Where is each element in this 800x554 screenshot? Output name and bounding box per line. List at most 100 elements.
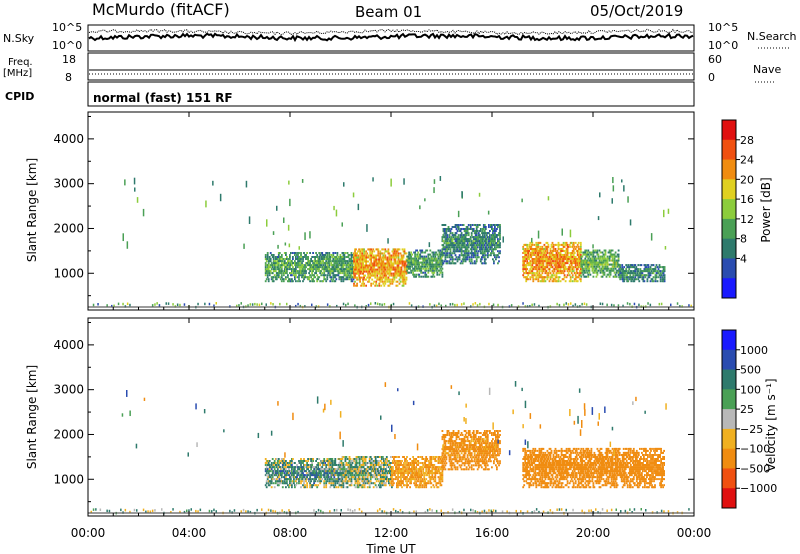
power-echo-cell <box>628 268 631 271</box>
power-echo-cell <box>494 230 496 232</box>
power-echo-cell <box>587 267 590 270</box>
power-echo-cell <box>358 278 360 281</box>
power-echo-cell <box>414 259 416 262</box>
power-echo-cell <box>493 248 495 251</box>
power-echo-cell <box>564 258 567 260</box>
power-echo-cell <box>270 278 273 281</box>
power-echo-cell <box>374 254 377 257</box>
power-echo-cell <box>575 280 578 283</box>
power-echo-cell <box>460 250 463 253</box>
power-echo-cell <box>529 254 532 256</box>
power-echo-cell <box>576 268 579 271</box>
power-echo-cell <box>536 258 539 260</box>
power-echo-cell <box>587 253 590 256</box>
power-echo-cell <box>432 267 435 270</box>
power-echo-cell <box>539 262 542 265</box>
velocity-echo-cell <box>324 468 327 471</box>
power-echo-cell <box>421 251 424 254</box>
velocity-echo-cell <box>287 484 289 487</box>
power-echo-cell <box>393 252 396 255</box>
power-echo-cell <box>287 274 289 277</box>
velocity-echo-cell <box>355 470 358 473</box>
velocity-echo-cell <box>345 482 348 485</box>
power-echo-cell <box>447 242 450 245</box>
velocity-echo-cell <box>334 482 337 485</box>
velocity-echo-cell <box>380 462 383 464</box>
power-echo-cell <box>438 273 441 276</box>
velocity-echo-cell <box>349 484 352 487</box>
power-echo-cell <box>353 256 355 259</box>
power-ytick-label: 2000 <box>53 221 84 235</box>
power-echo-cell <box>555 266 558 269</box>
velocity-echo-cell <box>358 472 361 475</box>
power-echo-cell <box>462 238 465 241</box>
power-echo-cell <box>633 280 636 283</box>
power-echo-cell <box>621 278 624 281</box>
power-echo-cell <box>440 261 443 264</box>
power-echo-cell <box>457 240 460 243</box>
power-echo-cell <box>321 266 324 269</box>
power-echo-cell <box>652 270 655 273</box>
power-echo-cell <box>291 274 293 277</box>
power-echo-cell <box>473 260 476 263</box>
velocity-echo-cell <box>358 478 361 481</box>
power-echo-cell <box>447 248 450 251</box>
power-echo-cell <box>478 242 481 245</box>
power-echo-cell <box>361 250 363 253</box>
power-echo-cell <box>373 258 376 261</box>
power-echo-cell <box>594 259 597 262</box>
power-echo-cell <box>334 276 337 279</box>
velocity-echo-cell <box>339 464 342 466</box>
power-echo-cell <box>382 248 385 251</box>
power-echo-cell <box>455 224 458 226</box>
power-echo-cell <box>295 280 297 283</box>
power-echo-cell <box>575 260 578 263</box>
power-echo-cell <box>350 276 353 279</box>
velocity-echo-cell <box>354 476 357 479</box>
power-echo-cell <box>325 258 328 260</box>
power-echo-cell <box>623 276 626 279</box>
power-echo-cell <box>408 259 410 262</box>
power-echo-cell <box>583 253 586 256</box>
power-echo-cell <box>330 262 333 265</box>
power-echo-cell <box>349 274 352 277</box>
velocity-echo-cell <box>360 470 363 473</box>
power-echo-cell <box>478 244 481 247</box>
power-echo-cell <box>336 262 339 265</box>
power-echo-cell <box>549 272 552 275</box>
power-echo-cell <box>386 250 389 253</box>
power-echo-cell <box>328 266 331 269</box>
velocity-echo-cell <box>342 464 345 466</box>
velocity-echo-cell <box>330 484 333 487</box>
power-echo-cell <box>546 276 549 279</box>
power-echo-cell <box>360 258 362 261</box>
power-echo-cell <box>322 256 325 258</box>
velocity-echo-cell <box>274 458 277 460</box>
power-echo-cell <box>442 230 445 232</box>
power-echo-cell <box>301 270 303 273</box>
power-echo-cell <box>275 272 278 275</box>
power-echo-cell <box>480 232 483 235</box>
power-echo-cell <box>577 248 580 250</box>
power-echo-cell <box>634 272 637 275</box>
power-echo-cell <box>249 303 252 306</box>
velocity-echo-cell <box>342 466 345 469</box>
power-echo-cell <box>455 246 458 249</box>
power-echo-cell <box>476 254 479 257</box>
power-echo-cell <box>536 272 539 275</box>
power-echo-cell <box>280 280 283 283</box>
velocity-echo-cell <box>271 474 274 477</box>
velocity-echo-cell <box>377 462 380 464</box>
power-echo-cell <box>300 258 302 260</box>
power-echo-cell <box>373 264 376 267</box>
power-echo-cell <box>596 263 599 266</box>
power-echo-cell <box>272 258 275 260</box>
power-echo-cell <box>489 236 491 239</box>
power-echo-cell <box>287 260 289 263</box>
velocity-echo-cell <box>302 472 304 475</box>
power-echo-cell <box>582 253 585 256</box>
power-echo-cell <box>612 275 615 278</box>
velocity-echo-cell <box>322 470 325 473</box>
power-echo-cell <box>588 255 591 258</box>
velocity-echo-cell <box>323 458 326 460</box>
